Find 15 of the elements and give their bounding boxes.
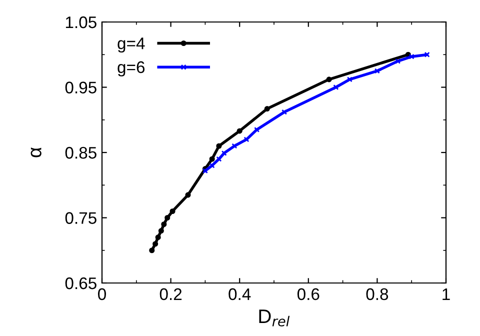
x-axis-title: D$_{rel}$ bbox=[259, 310, 290, 326]
x-tick-label: 0.2 bbox=[160, 288, 182, 300]
y-tick-label: 0.75 bbox=[65, 212, 96, 224]
x-tick-label: 0.4 bbox=[228, 288, 251, 300]
y-tick-label: 0.65 bbox=[65, 277, 96, 290]
y-tick-label: 1.05 bbox=[66, 16, 96, 28]
legend-label: g=6 bbox=[118, 61, 145, 76]
x-tick-label: 0 bbox=[98, 288, 106, 300]
legend-label: g=4 bbox=[118, 38, 145, 53]
y-tick-label: 0.85 bbox=[65, 146, 96, 159]
x-tick-label: 0.6 bbox=[297, 288, 320, 300]
x-tick-label: 1 bbox=[442, 288, 450, 300]
x-tick-label: 0.8 bbox=[366, 288, 388, 300]
y-axis-title: α bbox=[30, 147, 42, 158]
y-tick-label: 0.95 bbox=[65, 82, 96, 94]
